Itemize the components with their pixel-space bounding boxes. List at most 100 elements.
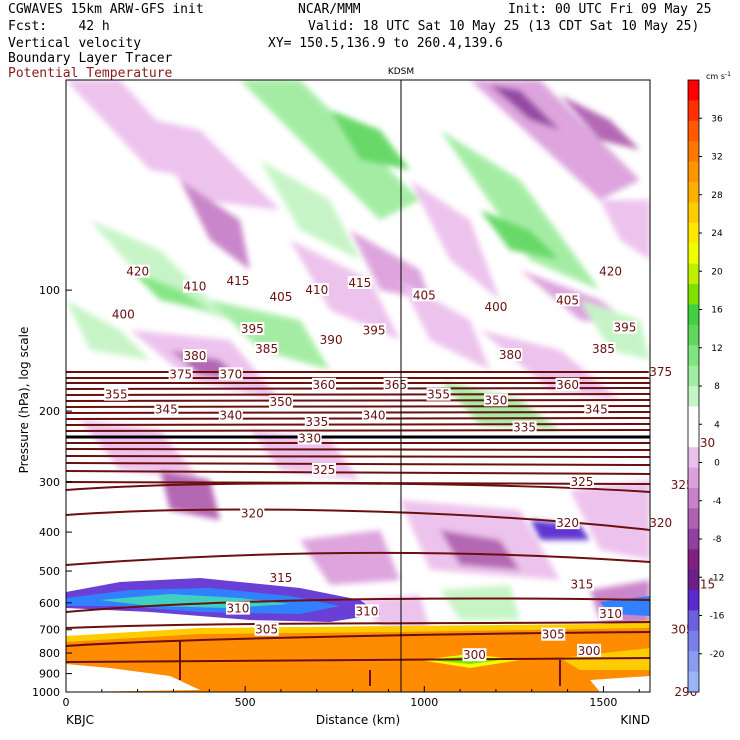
theta-label-bg	[240, 506, 265, 520]
theta-label: 370	[219, 367, 242, 381]
theta-label-bg	[225, 274, 250, 288]
theta-label: 410	[305, 283, 328, 297]
colorbar-swatch	[688, 406, 699, 428]
theta-label-bg	[483, 299, 508, 313]
theta-label: 375	[169, 367, 192, 381]
theta-label: 315	[270, 571, 293, 585]
colorbar-label: 32	[711, 153, 722, 163]
theta-label: 375	[649, 365, 672, 379]
theta-label-bg	[498, 347, 523, 361]
colorbar-swatch	[688, 365, 699, 387]
init-time: Init: 00 UTC Fri 09 May 25	[508, 2, 712, 17]
y-tick-label: 100	[39, 284, 60, 297]
theta-label: 335	[513, 421, 536, 435]
colorbar-swatch	[688, 569, 699, 591]
theta-label: 345	[155, 402, 178, 416]
theta-label-bg	[612, 320, 637, 334]
colorbar-label: 0	[714, 459, 720, 469]
colorbar-label: 24	[711, 229, 723, 239]
theta-label: 360	[313, 378, 336, 392]
theta-label: 345	[585, 402, 608, 416]
theta-label-bg	[240, 322, 265, 336]
colorbar-label: 36	[711, 114, 723, 124]
y-axis-label: Pressure (hPa), log scale	[17, 327, 31, 474]
theta-label: 420	[599, 265, 622, 279]
theta-label-bg	[297, 431, 322, 445]
theta-label: 395	[613, 321, 636, 335]
theta-label-bg	[598, 607, 623, 621]
colorbar-swatch	[688, 161, 699, 183]
theta-label-bg	[311, 462, 336, 476]
theta-label-bg	[225, 601, 250, 615]
y-tick-label: 500	[39, 565, 60, 578]
theta-label: 330	[298, 432, 321, 446]
theta-label: 350	[484, 393, 507, 407]
theta-label: 300	[578, 644, 601, 658]
field-potential-temperature: Potential Temperature	[8, 66, 173, 81]
model-title: CGWAVES 15km ARW-GFS init	[8, 2, 204, 17]
theta-label: 415	[348, 276, 371, 290]
y-tick-label: 800	[39, 647, 60, 660]
theta-label: 325	[313, 463, 336, 477]
theta-label: 340	[363, 408, 386, 422]
theta-label: 355	[105, 388, 128, 402]
theta-label-bg	[154, 402, 179, 416]
colorbar-swatch	[688, 324, 699, 346]
theta-label-bg	[412, 288, 437, 302]
theta-label: 410	[184, 280, 207, 294]
colorbar-swatch	[688, 549, 699, 571]
x-tick-label: 1000	[410, 696, 438, 709]
x-axis-label: Distance (km)	[316, 713, 400, 727]
colorbar-swatch	[688, 447, 699, 469]
colorbar-label: 12	[711, 344, 722, 354]
theta-label-bg	[354, 604, 379, 618]
theta-label: 350	[270, 395, 293, 409]
theta-label: 420	[126, 265, 149, 279]
colorbar-swatch	[688, 222, 699, 244]
theta-label: 355	[427, 388, 450, 402]
org-label: NCAR/MMM	[298, 2, 361, 17]
right-station-label: KIND	[620, 713, 650, 727]
field-boundary-layer-tracer: Boundary Layer Tracer	[8, 51, 173, 66]
theta-label-bg	[254, 622, 279, 636]
theta-label: 325	[570, 475, 593, 489]
theta-label-bg	[254, 341, 279, 355]
field-vertical-velocity: Vertical velocity	[8, 36, 142, 51]
y-tick-label: 300	[39, 476, 60, 489]
theta-label: 315	[570, 577, 593, 591]
theta-label: 415	[227, 274, 250, 288]
colorbar: 36 32 28 24 20 16 12 8 4 0 -4 -8 -12 -16 -20	[687, 79, 725, 693]
theta-label-bg	[268, 289, 293, 303]
colorbar-swatch	[688, 263, 699, 285]
theta-label-bg	[555, 516, 580, 530]
theta-label: 395	[363, 323, 386, 337]
theta-label-bg	[383, 377, 408, 391]
y-tick-label: 400	[39, 526, 60, 539]
theta-label: 320	[556, 516, 579, 530]
colorbar-swatch	[688, 100, 699, 122]
x-tick-label: 500	[235, 696, 256, 709]
theta-label: 385	[255, 342, 278, 356]
theta-label: 335	[305, 415, 328, 429]
theta-label: 395	[241, 322, 264, 336]
colorbar-swatch	[688, 120, 699, 142]
theta-label-bg	[584, 402, 609, 416]
theta-label-bg	[268, 570, 293, 584]
theta-label: 305	[542, 628, 565, 642]
theta-label: 360	[556, 378, 579, 392]
theta-label: 405	[556, 293, 579, 307]
theta-label-bg	[462, 648, 487, 662]
theta-label-bg	[483, 393, 508, 407]
theta-label: 320	[241, 507, 264, 521]
colorbar-label: 8	[714, 382, 720, 392]
theta-label-bg	[591, 341, 616, 355]
colorbar-label: 28	[711, 191, 723, 201]
theta-label-bg	[426, 387, 451, 401]
theta-label: 340	[219, 408, 242, 422]
theta-label: 385	[592, 342, 615, 356]
theta-label-bg	[268, 395, 293, 409]
forecast-hour: Fcst: 42 h	[8, 19, 110, 34]
theta-label-bg	[569, 474, 594, 488]
colorbar-swatch	[688, 386, 699, 407]
